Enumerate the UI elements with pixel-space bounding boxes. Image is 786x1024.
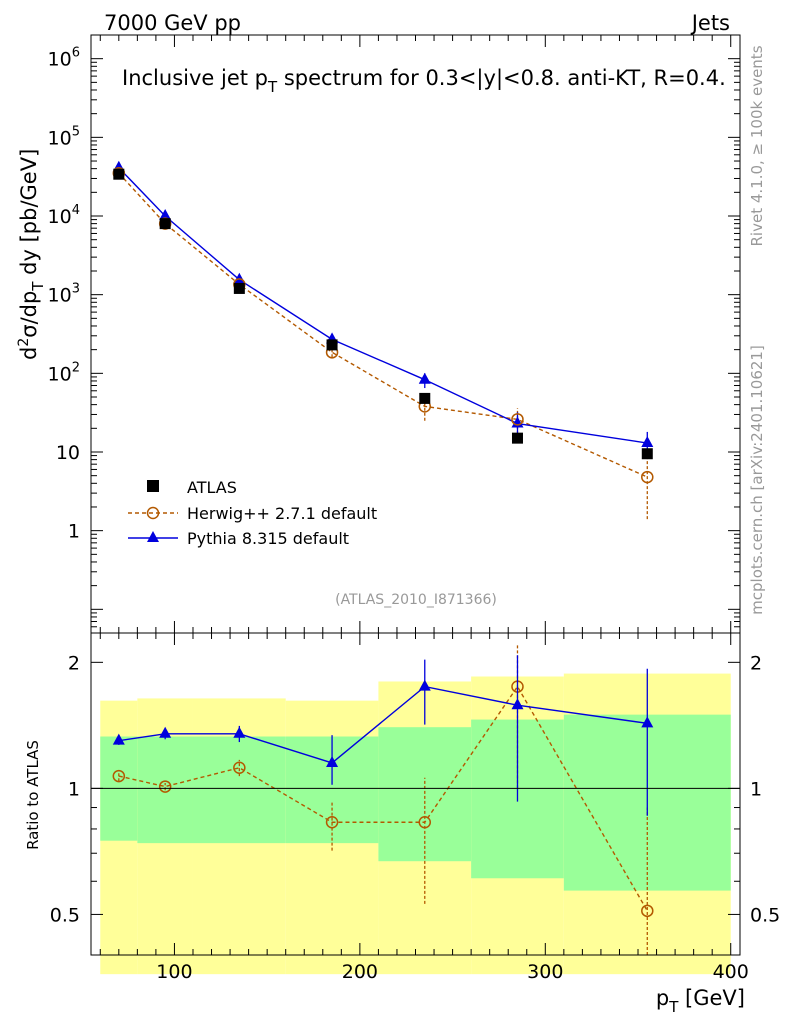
legend-pythia-marker (147, 531, 159, 542)
x-tick-labels: 100 200 300 400 (156, 961, 749, 983)
pythia-main-point (641, 436, 654, 448)
header-left: 7000 GeV pp (104, 11, 241, 35)
herwig-ratio-point (418, 816, 432, 829)
title-post: spectrum for 0.3<|y|<0.8. anti-KT, R=0.4… (277, 66, 726, 91)
main-y-tick-label: 105 (48, 124, 80, 149)
x-tick-label: 400 (713, 961, 749, 983)
pythia-ratio-point (641, 716, 654, 728)
herwig-main-point (641, 470, 654, 484)
pythia-ratio-point (418, 679, 431, 691)
main-y-tick-label: 1 (68, 521, 80, 543)
main-y-tick-label: 106 (48, 46, 80, 71)
ratio-y-tick-label-right: 2 (750, 652, 762, 674)
legend: ATLAS Herwig++ 2.7.1 default Pythia 8.31… (128, 478, 377, 548)
ratio-y-tick-label-left: 1 (68, 778, 80, 800)
pythia-main-line (118, 167, 648, 444)
analysis-tag: (ATLAS_2010_I871366) (335, 592, 497, 608)
x-axis-label: pT [GeV] (656, 986, 745, 1016)
main-y-axis-label: d2σ/dpT dy [pb/GeV] (16, 149, 47, 360)
x-tick-label: 100 (156, 961, 192, 983)
ratio-y-tick-label-right: 0.5 (750, 904, 780, 926)
tick-marks (91, 34, 740, 955)
ratio-y-axis-label: Ratio to ATLAS (24, 740, 42, 850)
x-tick-label: 300 (527, 961, 563, 983)
ratio-y-tick-label-left: 2 (68, 652, 80, 674)
herwig-ratio-line (118, 685, 648, 912)
pythia-ratio-point (112, 733, 125, 745)
title-pre: Inclusive jet p (122, 66, 268, 90)
ratio-y-tick-label-left: 0.5 (50, 904, 80, 926)
title-sub: T (267, 78, 278, 96)
legend-herwig-label: Herwig++ 2.7.1 default (187, 504, 377, 523)
atlas-main-point (113, 168, 125, 180)
main-y-tick-label: 102 (48, 360, 80, 385)
main-y-tick-label: 10 (56, 442, 80, 464)
pythia-ratio-point (159, 726, 172, 738)
herwig-ratio-point (233, 761, 246, 775)
main-y-tick-label: 104 (48, 203, 80, 228)
herwig-ratio-point (112, 769, 126, 783)
ratio-y-tick-labels: 2 2 1 1 0.5 0.5 (50, 652, 780, 926)
pythia-main-point (418, 372, 431, 384)
legend-atlas-label: ATLAS (187, 478, 237, 497)
legend-herwig-marker (146, 506, 160, 520)
legend-pythia-label: Pythia 8.315 default (187, 529, 349, 548)
ratio-panel-series (112, 643, 654, 955)
legend-atlas-marker (147, 480, 159, 492)
mcplots-label: mcplots.cern.ch [arXiv:2401.10621] (748, 345, 766, 615)
pythia-ratio-point (511, 698, 524, 710)
herwig-main-point (511, 413, 524, 426)
herwig-ratio-point (641, 904, 654, 918)
main-panel-series (112, 160, 654, 520)
x-tick-label: 200 (342, 961, 378, 983)
green-band-bin (378, 727, 472, 862)
rivet-label: Rivet 4.1.0, ≥ 100k events (748, 45, 766, 246)
pythia-ratio-point (326, 755, 339, 767)
herwig-ratio-point (325, 816, 339, 829)
atlas-main-point (233, 282, 245, 294)
ratio-y-tick-label-right: 1 (750, 778, 762, 800)
pythia-ratio-point (233, 726, 246, 738)
green-band-bin (192, 736, 286, 844)
pythia-main-point (159, 209, 172, 221)
atlas-main-point (419, 392, 431, 404)
atlas-main-point (326, 339, 338, 351)
header-right: Jets (690, 11, 730, 35)
atlas-main-point (159, 218, 171, 230)
atlas-main-point (641, 448, 653, 460)
atlas-main-point (511, 432, 523, 444)
herwig-ratio-point (158, 780, 172, 793)
plot-title: Inclusive jet pT spectrum for 0.3<|y|<0.… (122, 66, 726, 96)
main-y-tick-label: 103 (48, 282, 80, 307)
ratio-uncertainty-bands (100, 673, 731, 975)
